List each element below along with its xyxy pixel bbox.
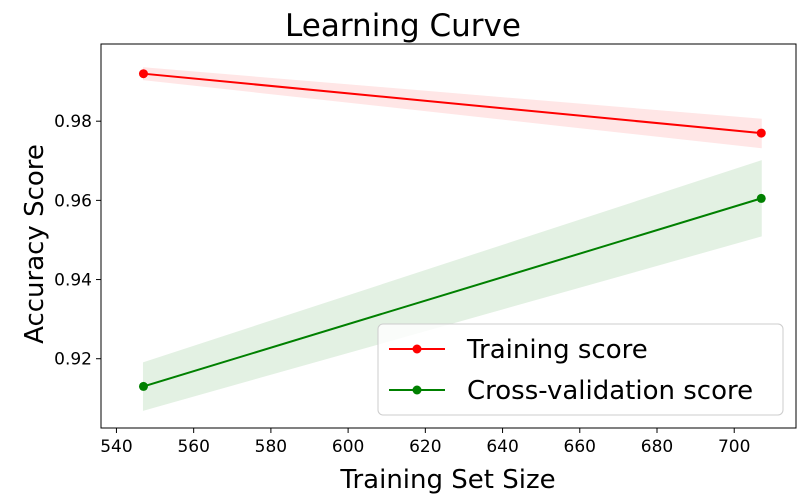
series-points [138,69,766,391]
y-axis-label: Accuracy Score [20,144,50,344]
x-axis-label: Training Set Size [339,465,555,495]
x-tick-label-8: 700 [718,437,750,457]
x-axis-ticks: 540 560 580 600 620 640 660 680 700 [100,428,750,457]
x-tick-label-6: 660 [564,437,596,457]
y-tick-label-1: 0.94 [54,271,92,291]
x-tick-label-5: 640 [486,437,518,457]
y-axis-ticks: 0.92 0.94 0.96 0.98 [54,112,101,370]
x-tick-label-2: 580 [255,437,287,457]
y-tick-label-0: 0.92 [54,350,92,370]
x-tick-label-7: 680 [641,437,673,457]
band-series-0 [142,67,762,149]
point-series-1-1 [756,193,766,203]
legend: Training score Cross-validation score [377,323,784,416]
x-tick-label-4: 620 [409,437,441,457]
series-lines [143,72,762,388]
line-series-1 [143,197,762,388]
x-tick-label-3: 600 [332,437,364,457]
point-series-1-0 [138,381,148,391]
point-series-0-0 [138,69,148,79]
legend-box [377,323,784,416]
y-tick-label-3: 0.98 [54,112,92,132]
band-series-1 [142,160,762,411]
y-tick-label-2: 0.96 [54,191,92,211]
chart-title: Learning Curve [285,8,521,44]
legend-marker-1 [412,385,422,395]
x-tick-label-1: 560 [177,437,209,457]
point-series-0-1 [756,128,766,138]
legend-label-1: Cross-validation score [467,376,753,406]
line-series-0 [143,72,762,135]
legend-marker-0 [412,344,422,354]
legend-label-0: Training score [466,335,648,365]
plot-frame [100,43,797,429]
x-tick-label-0: 540 [100,437,132,457]
